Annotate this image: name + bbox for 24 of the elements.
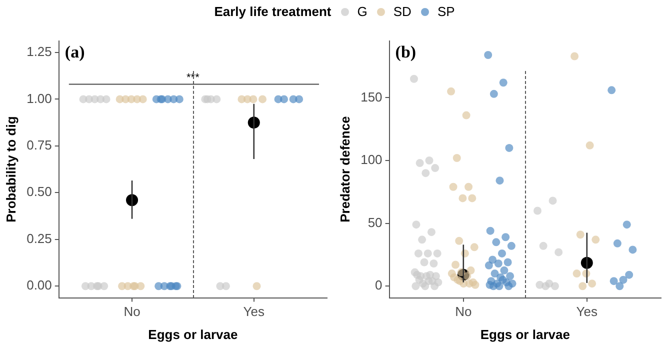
y-tick-label: 0.00 bbox=[26, 278, 52, 293]
chart-title: (b) bbox=[395, 42, 416, 62]
x-axis-title: Eggs or larvae bbox=[480, 326, 570, 342]
y-tick-label: 0.25 bbox=[26, 230, 52, 246]
y-tick-label: 0.50 bbox=[26, 184, 52, 200]
y-tick-label: 0.75 bbox=[26, 138, 52, 153]
x-tick-label: Yes bbox=[576, 304, 598, 320]
legend-title: Early life treatment bbox=[214, 4, 332, 19]
y-tick-label: 1.00 bbox=[26, 90, 52, 106]
x-tick-label: No bbox=[455, 304, 472, 320]
y-axis-title: Predator defence bbox=[337, 116, 352, 222]
x-axis-title: Eggs or larvae bbox=[148, 326, 238, 342]
legend-label: SD bbox=[393, 4, 412, 19]
y-axis-title: Probability to dig bbox=[3, 116, 18, 222]
legend-label: SP bbox=[437, 4, 455, 19]
y-tick-label: 150 bbox=[360, 89, 382, 104]
y-tick-label: 50 bbox=[368, 214, 382, 230]
x-tick-label: No bbox=[124, 304, 140, 320]
y-tick-label: 0 bbox=[375, 278, 382, 293]
legend-label: G bbox=[357, 4, 368, 19]
y-tick-label: 1.25 bbox=[26, 44, 52, 60]
chart-title: (a) bbox=[64, 42, 85, 62]
y-tick-label: 100 bbox=[360, 152, 382, 168]
x-tick-label: Yes bbox=[243, 304, 265, 320]
